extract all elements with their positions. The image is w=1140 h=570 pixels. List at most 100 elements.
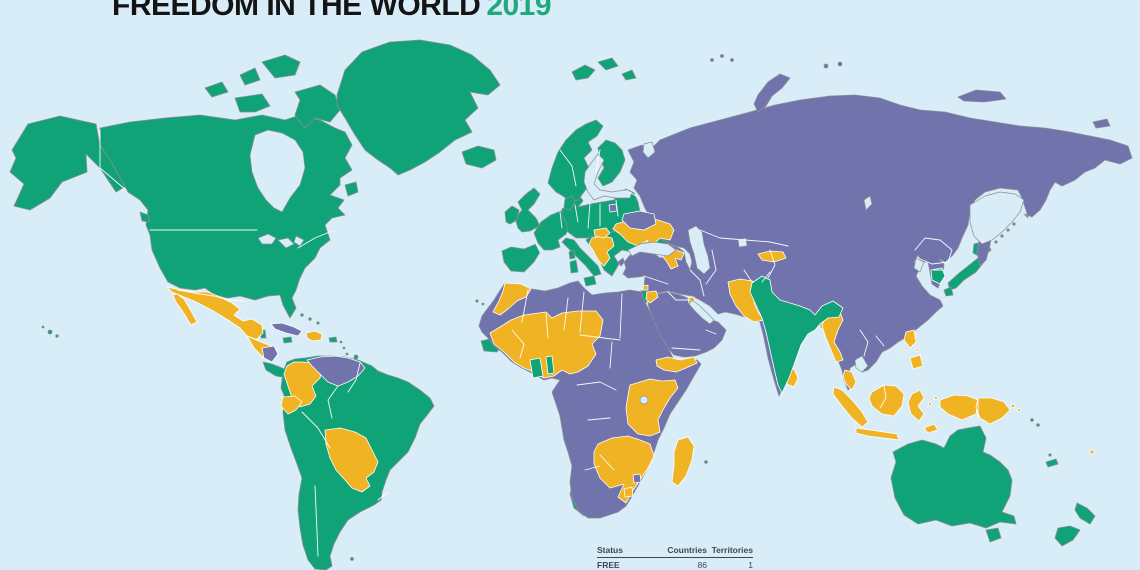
region-java[interactable]	[855, 427, 900, 441]
region-victoria-island[interactable]	[234, 93, 271, 113]
region-canada-usa[interactable]	[99, 114, 353, 319]
region-iceland[interactable]	[461, 145, 497, 169]
region-sardinia[interactable]	[569, 259, 579, 274]
region-new-britain[interactable]	[1017, 408, 1021, 412]
region-severnaya-zemlya[interactable]	[823, 63, 829, 69]
region-novaya-zemlya[interactable]	[753, 73, 791, 113]
region-wrangel-island[interactable]	[957, 89, 1007, 103]
region-vancouver-island[interactable]	[139, 211, 151, 223]
region-malaysia-peninsula[interactable]	[842, 369, 857, 391]
region-morocco[interactable]	[492, 282, 532, 316]
region-philippines-luzon[interactable]	[903, 329, 917, 349]
region-solomon-islands[interactable]	[1030, 418, 1034, 422]
region-arctic-russia-island[interactable]	[1092, 118, 1111, 129]
region-kuril-islands[interactable]	[1012, 222, 1016, 226]
region-jordan[interactable]	[645, 290, 659, 304]
region-ellesmere-island[interactable]	[261, 54, 301, 79]
region-papua-new-guinea[interactable]	[975, 397, 1011, 425]
region-western-balkans[interactable]	[588, 235, 615, 267]
region-trinidad[interactable]	[353, 354, 359, 360]
region-new-britain[interactable]	[1010, 403, 1016, 409]
region-solomon-islands[interactable]	[1036, 423, 1040, 427]
region-kuril-islands[interactable]	[1000, 234, 1004, 238]
region-madagascar[interactable]	[671, 436, 695, 487]
region-mauritius[interactable]	[704, 460, 708, 464]
region-timor[interactable]	[923, 423, 939, 434]
region-japan-honshu[interactable]	[947, 257, 985, 291]
region-sulawesi[interactable]	[907, 389, 925, 422]
region-iberia[interactable]	[501, 243, 541, 273]
region-lesser-antilles[interactable]	[345, 352, 349, 356]
region-corsica[interactable]	[568, 249, 576, 260]
region-arctic-island[interactable]	[239, 67, 261, 86]
region-west-papua[interactable]	[939, 394, 979, 421]
region-ghana[interactable]	[529, 357, 544, 379]
region-svalbard[interactable]	[621, 69, 637, 81]
region-newfoundland[interactable]	[344, 181, 359, 197]
region-sumatra[interactable]	[832, 386, 869, 428]
region-vanuatu[interactable]	[1048, 453, 1052, 457]
region-severnaya-zemlya[interactable]	[837, 61, 843, 67]
region-finland[interactable]	[597, 139, 626, 187]
region-ireland[interactable]	[504, 205, 520, 225]
region-fiji[interactable]	[1089, 449, 1095, 455]
region-hawaii[interactable]	[55, 334, 59, 338]
region-alaska[interactable]	[9, 115, 127, 211]
region-belarus[interactable]	[621, 210, 657, 231]
region-kuril-islands[interactable]	[994, 240, 998, 244]
region-philippines-visayas[interactable]	[915, 348, 919, 352]
region-canary-islands[interactable]	[481, 302, 485, 306]
region-sicily[interactable]	[583, 275, 597, 287]
region-ecuador[interactable]	[280, 395, 303, 415]
region-italy[interactable]	[561, 237, 602, 277]
region-falkland-islands[interactable]	[350, 557, 354, 561]
region-new-caledonia[interactable]	[1045, 458, 1059, 468]
region-canary-islands[interactable]	[475, 299, 479, 303]
region-moluccas[interactable]	[934, 396, 938, 400]
region-kaliningrad[interactable]	[608, 203, 618, 213]
region-borneo[interactable]	[868, 384, 905, 417]
region-new-zealand-north[interactable]	[1074, 502, 1096, 525]
region-lesotho[interactable]	[623, 486, 634, 498]
region-svalbard[interactable]	[571, 64, 596, 81]
region-philippines-mindanao[interactable]	[909, 354, 924, 370]
region-bahamas[interactable]	[300, 313, 304, 317]
region-tasmania[interactable]	[985, 527, 1002, 543]
region-arabia[interactable]	[647, 291, 727, 358]
region-franz-josef-land[interactable]	[720, 54, 724, 58]
region-nicaragua[interactable]	[261, 345, 279, 363]
region-denmark[interactable]	[563, 195, 576, 211]
region-lebanon[interactable]	[642, 284, 649, 291]
region-lesser-antilles[interactable]	[342, 346, 346, 350]
region-cuba[interactable]	[270, 322, 303, 337]
region-hungary[interactable]	[593, 227, 611, 239]
region-bolivia-paraguay[interactable]	[324, 427, 379, 493]
region-franz-josef-land[interactable]	[710, 58, 714, 62]
region-arctic-island[interactable]	[204, 81, 229, 98]
region-venezuela[interactable]	[306, 355, 366, 387]
region-philippines-visayas[interactable]	[902, 350, 906, 354]
region-somaliland-djibouti[interactable]	[655, 356, 698, 373]
region-bahamas[interactable]	[308, 317, 312, 321]
region-india[interactable]	[749, 275, 844, 394]
region-franz-josef-land[interactable]	[730, 58, 734, 62]
region-west-africa[interactable]	[489, 310, 604, 379]
region-jamaica[interactable]	[282, 336, 293, 344]
region-hawaii[interactable]	[41, 325, 45, 329]
region-japan-kyushu[interactable]	[943, 286, 954, 297]
region-eswatini[interactable]	[632, 473, 642, 484]
region-moluccas[interactable]	[928, 402, 932, 406]
region-bahamas[interactable]	[316, 321, 320, 325]
region-benin[interactable]	[545, 355, 555, 375]
region-new-zealand-south[interactable]	[1054, 525, 1081, 547]
region-hawaii[interactable]	[47, 329, 53, 335]
region-greenland[interactable]	[336, 39, 501, 176]
region-kuril-islands[interactable]	[1006, 228, 1010, 232]
region-east-africa-kenya-tanzania[interactable]	[625, 378, 679, 437]
region-australia[interactable]	[890, 425, 1017, 529]
region-baffin-island[interactable]	[294, 84, 341, 129]
region-south-korea[interactable]	[930, 267, 946, 285]
region-mexico[interactable]	[166, 286, 264, 342]
region-puerto-rico[interactable]	[328, 336, 338, 343]
region-baja-california[interactable]	[172, 293, 198, 326]
